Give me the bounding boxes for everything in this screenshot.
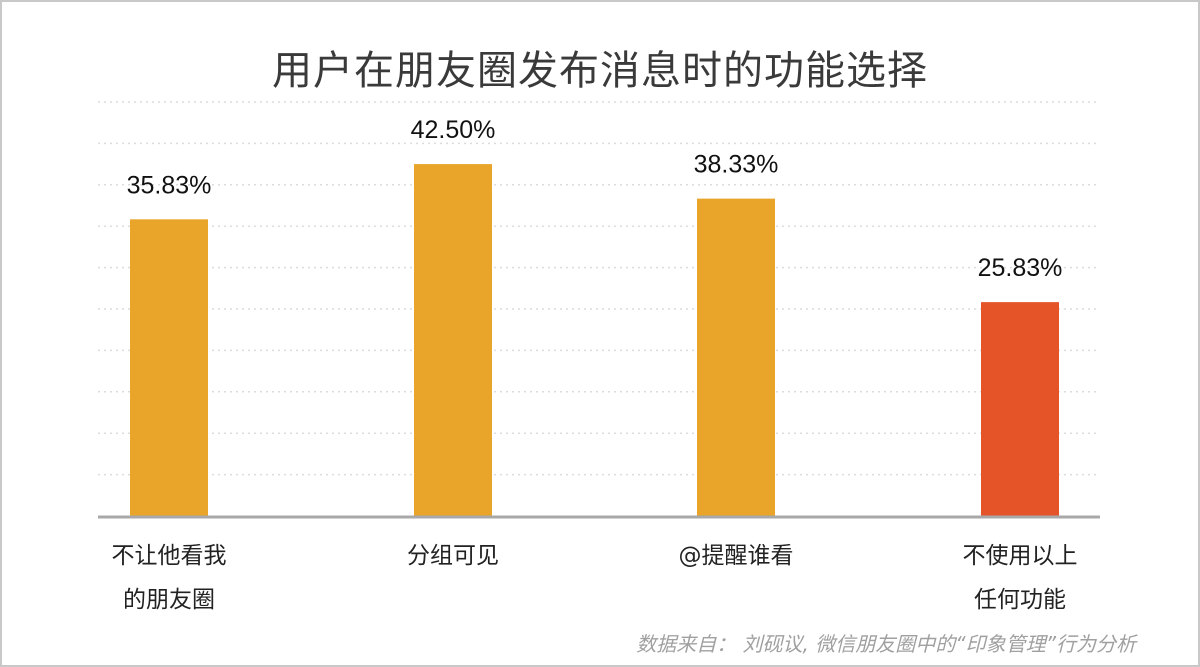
category-label: 不让他看我 的朋友圈 bbox=[69, 534, 269, 622]
data-label: 42.50% bbox=[411, 116, 496, 144]
category-label-line: 的朋友圈 bbox=[123, 587, 215, 613]
category-label-line: 分组可见 bbox=[407, 543, 499, 569]
bar bbox=[130, 219, 208, 516]
chart-title: 用户在朋友圈发布消息时的功能选择 bbox=[272, 48, 928, 94]
category-label: @提醒谁看 bbox=[636, 534, 836, 578]
category-label-line: 任何功能 bbox=[974, 587, 1066, 613]
data-label: 35.83% bbox=[127, 171, 212, 199]
category-label-line: 不使用以上 bbox=[962, 543, 1078, 569]
category-label-line: @提醒谁看 bbox=[678, 543, 794, 569]
data-source-note: 数据来自： 刘砚议, 微信朋友圈中的“印象管理”行为分析 bbox=[636, 632, 1136, 656]
category-label-line: 不让他看我 bbox=[111, 543, 227, 569]
data-label: 38.33% bbox=[694, 151, 779, 179]
category-label: 分组可见 bbox=[353, 534, 553, 578]
category-label: 不使用以上 任何功能 bbox=[920, 534, 1120, 622]
bar bbox=[981, 302, 1059, 516]
data-label: 25.83% bbox=[978, 254, 1063, 282]
bar bbox=[414, 164, 492, 516]
bar bbox=[697, 198, 775, 516]
